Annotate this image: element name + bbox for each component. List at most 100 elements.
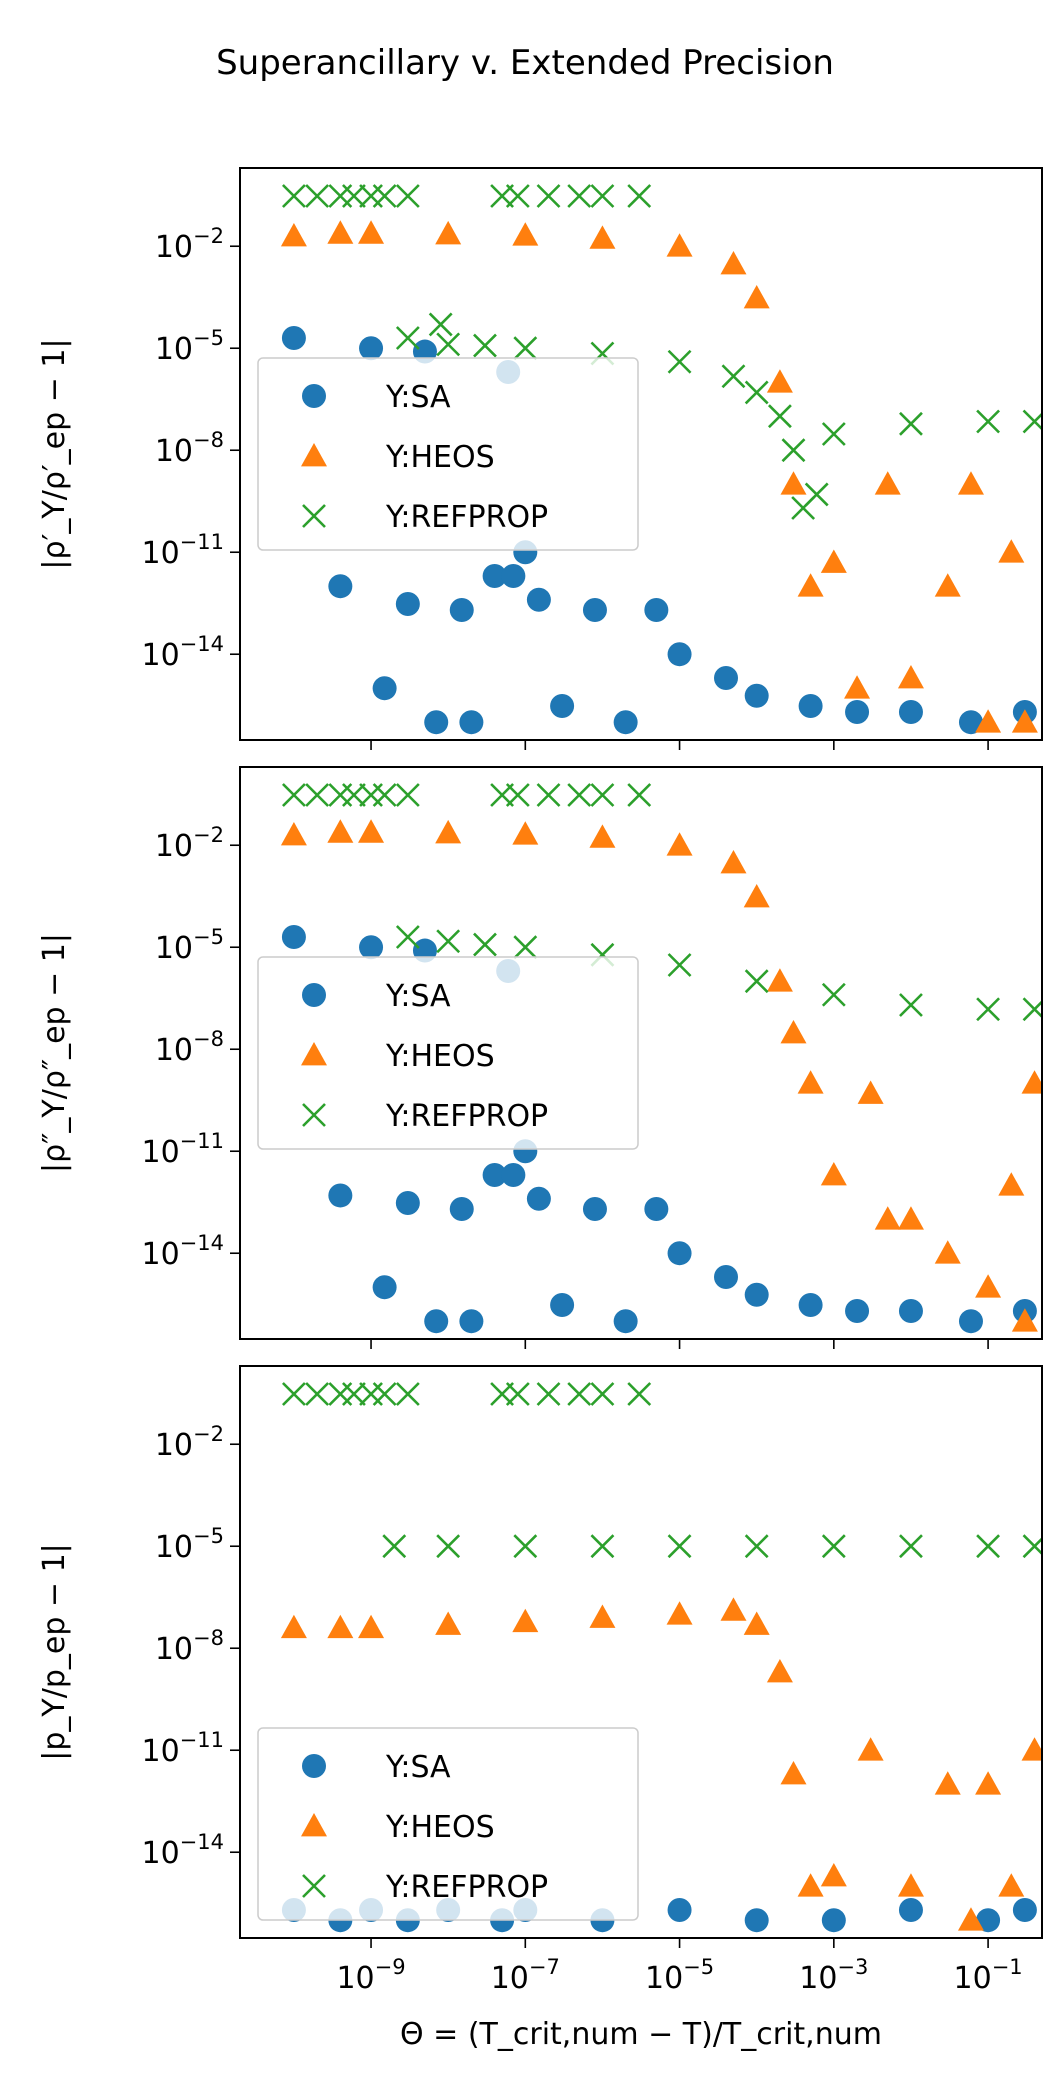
data-point — [372, 1275, 397, 1300]
data-point — [744, 1282, 769, 1307]
data-point — [424, 710, 449, 735]
data-point — [766, 369, 793, 393]
data-point — [1021, 1737, 1042, 1761]
data-point — [436, 332, 461, 357]
data-point — [766, 968, 793, 992]
data-point — [395, 925, 420, 949]
data-point — [644, 597, 669, 622]
y-tick-label: 10−14 — [141, 1231, 224, 1272]
data-point — [857, 1080, 884, 1104]
data-point — [395, 1382, 420, 1406]
data-point — [526, 587, 551, 612]
data-point — [435, 1611, 462, 1635]
data-point — [513, 1534, 538, 1559]
data-point — [280, 222, 307, 247]
legend-frame — [257, 357, 639, 551]
data-point — [358, 220, 385, 244]
data-point — [666, 1601, 693, 1625]
data-point — [998, 1172, 1025, 1196]
data-point — [281, 1382, 306, 1406]
data-point — [899, 1534, 923, 1559]
legend-label: Y:SA — [385, 1750, 451, 1785]
y-tick-label: 10−14 — [141, 632, 224, 673]
data-point — [372, 783, 397, 807]
y-tick-label: 10−2 — [155, 823, 224, 864]
series-y-sa — [281, 325, 1037, 735]
data-point — [644, 1196, 669, 1221]
data-point — [501, 563, 526, 588]
data-point — [550, 694, 575, 719]
data-point — [666, 832, 693, 856]
data-point — [821, 1534, 846, 1559]
axes-frame — [239, 167, 1043, 741]
series-y-heos — [280, 220, 1038, 733]
legend-marker — [302, 983, 326, 1007]
data-point — [512, 821, 539, 845]
data-point — [449, 1196, 474, 1221]
chart-panel-1: 10−2 10−5 10−8 10−11 10−14 |ρ′_Y/ρ′_ep − 1| Y:… — [37, 167, 1043, 750]
data-point — [744, 1534, 769, 1559]
legend-marker — [302, 1874, 326, 1898]
data-point — [957, 1907, 984, 1931]
data-point — [436, 929, 461, 954]
data-point — [667, 953, 692, 977]
data-point — [957, 471, 984, 495]
legend: Y:SA Y:HEOS Y:REFPROP — [257, 1727, 639, 1921]
data-point — [804, 482, 829, 507]
data-point — [976, 409, 1001, 434]
data-point — [820, 1862, 847, 1887]
data-point — [667, 642, 692, 667]
legend-label: Y:REFPROP — [385, 1870, 548, 1905]
data-point — [505, 783, 530, 807]
data-point — [526, 1186, 551, 1211]
data-point — [845, 1298, 870, 1323]
y-tick-label: 10−8 — [155, 428, 224, 469]
data-point — [899, 411, 923, 436]
x-tick-label: 10−9 — [336, 1955, 405, 1996]
legend-label: Y:SA — [385, 979, 451, 1014]
data-point — [857, 1737, 884, 1761]
data-point — [821, 1908, 846, 1933]
data-point — [874, 471, 901, 495]
data-point — [798, 694, 823, 719]
data-point — [780, 471, 807, 495]
data-point — [305, 184, 330, 208]
data-point — [482, 563, 507, 588]
legend-marker — [301, 443, 327, 467]
data-point — [590, 184, 615, 208]
data-point — [743, 884, 770, 908]
data-point — [342, 783, 366, 807]
data-point — [327, 220, 354, 244]
data-point — [305, 783, 330, 807]
data-point — [667, 1241, 692, 1266]
data-point — [780, 1760, 807, 1785]
data-point — [844, 675, 871, 699]
data-point — [436, 1534, 461, 1559]
legend-marker — [301, 1042, 327, 1066]
data-point — [744, 683, 769, 708]
data-point — [720, 251, 747, 275]
y-tick-label: 10−5 — [155, 326, 224, 367]
y-axis-label: |ρ′_Y/ρ′_ep − 1| — [37, 338, 72, 569]
data-point — [482, 1162, 507, 1187]
x-tick-label: 10−3 — [799, 1955, 868, 1996]
data-point — [550, 1293, 575, 1318]
data-point — [395, 326, 420, 350]
data-point — [720, 850, 747, 874]
data-point — [590, 1534, 615, 1559]
data-point — [720, 1597, 747, 1621]
data-point — [567, 1382, 592, 1406]
data-point — [395, 184, 420, 208]
y-tick-label: 10−2 — [155, 1422, 224, 1463]
data-point — [744, 1908, 769, 1933]
y-axis-label: |ρ″_Y/ρ″_ep − 1| — [37, 933, 72, 1173]
data-point — [1011, 709, 1038, 733]
data-point — [714, 665, 739, 690]
data-point — [975, 709, 1002, 733]
data-point — [372, 676, 397, 701]
axes-frame — [239, 1365, 1043, 1939]
data-point — [536, 1382, 561, 1406]
data-point — [958, 1309, 983, 1334]
data-point — [505, 1382, 530, 1406]
